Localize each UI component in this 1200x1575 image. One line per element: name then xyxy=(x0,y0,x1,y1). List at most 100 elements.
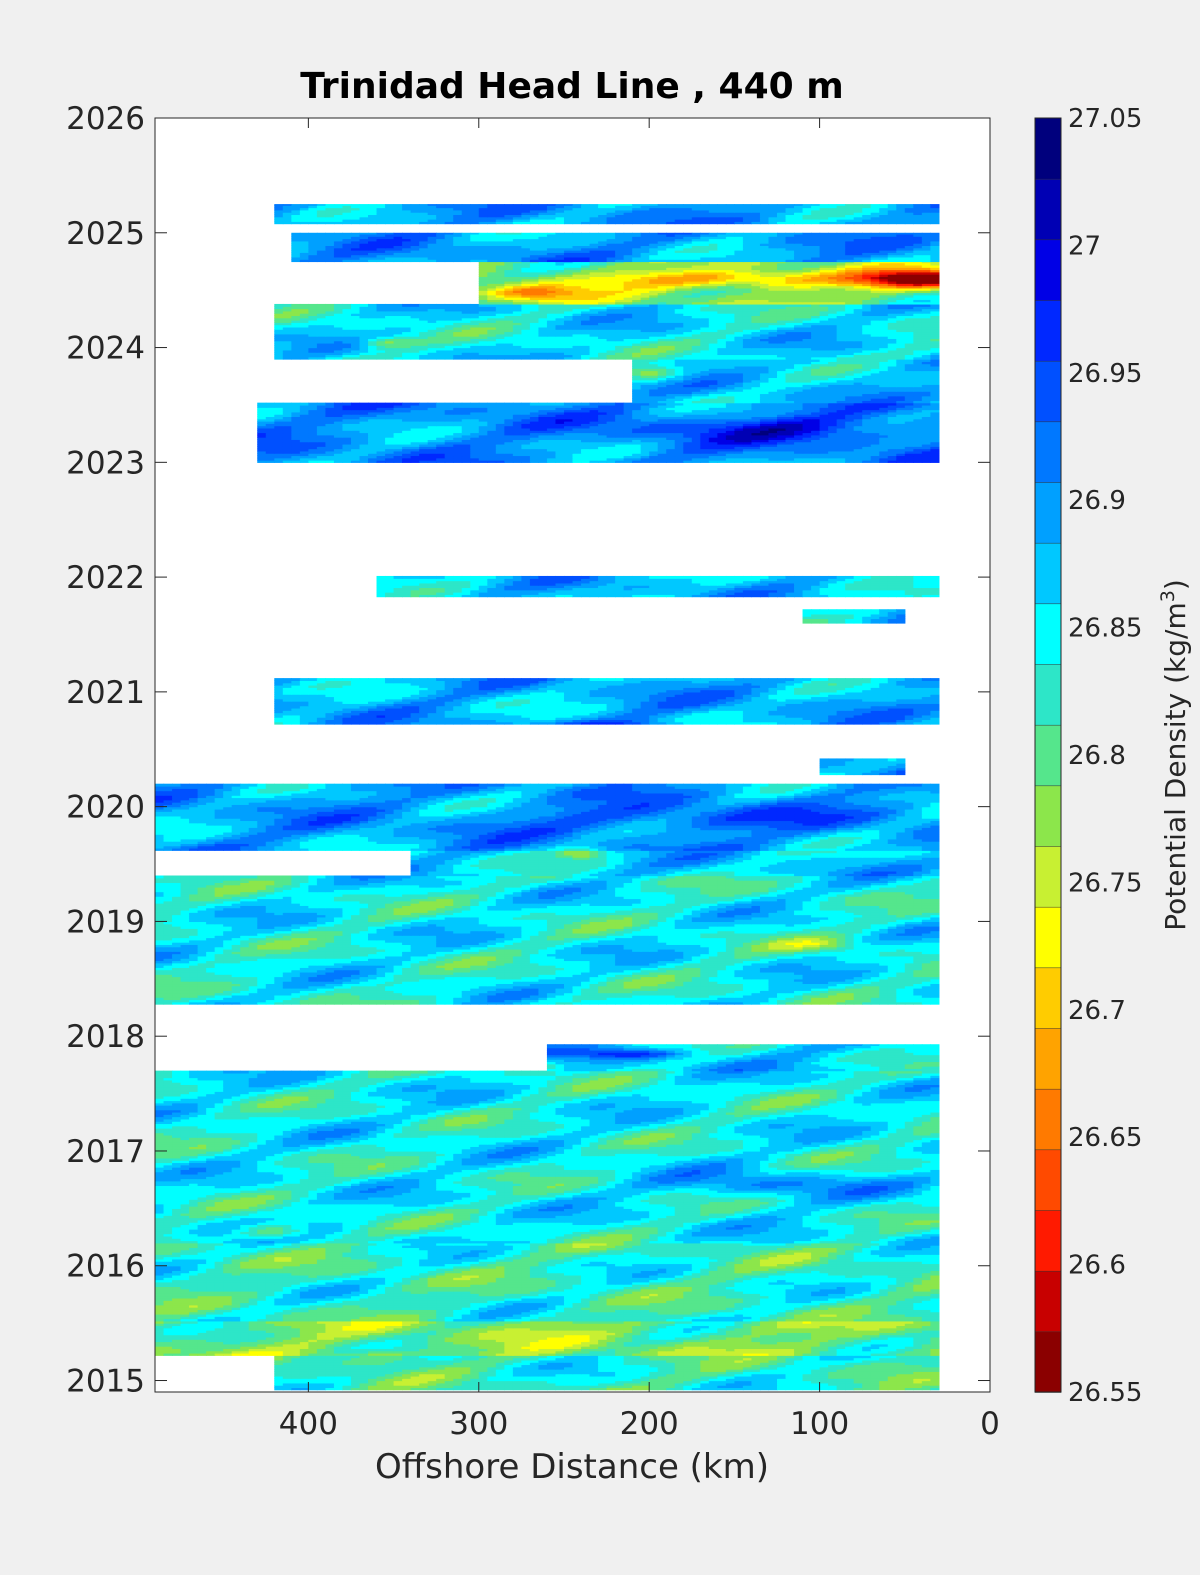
heatmap-cell xyxy=(666,1355,676,1359)
heatmap-cell xyxy=(794,1385,804,1389)
heatmap-cell xyxy=(240,1341,250,1345)
heatmap-cell xyxy=(896,1343,906,1347)
heatmap-cell xyxy=(802,1382,812,1386)
heatmap-cell xyxy=(512,1364,522,1368)
heatmap-cell xyxy=(828,1348,838,1352)
heatmap-cell xyxy=(308,1330,318,1333)
heatmap-cell xyxy=(632,1330,642,1333)
heatmap-cell xyxy=(563,1343,574,1347)
heatmap-cell xyxy=(342,1364,352,1368)
heatmap-cell xyxy=(419,1364,429,1368)
heatmap-cell xyxy=(896,1355,906,1359)
heatmap-cell xyxy=(163,1327,173,1331)
heatmap-cell xyxy=(555,1362,565,1366)
heatmap-cell xyxy=(896,1359,906,1363)
heatmap-cell xyxy=(291,1341,301,1345)
heatmap-cell xyxy=(299,1336,309,1340)
heatmap-cell xyxy=(657,1373,667,1377)
heatmap-cell xyxy=(555,1334,565,1338)
heatmap-cell xyxy=(512,1359,522,1363)
heatmap-cell xyxy=(598,1373,608,1377)
heatmap-cell xyxy=(325,1330,335,1333)
heatmap-cell xyxy=(623,1380,633,1384)
heatmap-cell xyxy=(700,1348,710,1352)
heatmap-cell xyxy=(776,1336,787,1340)
heatmap-cell xyxy=(845,1369,855,1372)
heatmap-cell xyxy=(640,1380,650,1384)
heatmap-cell xyxy=(495,1348,505,1352)
heatmap-cell xyxy=(385,1330,395,1333)
heatmap-cell xyxy=(913,1387,923,1391)
heatmap-cell xyxy=(921,1380,931,1384)
heatmap-cell xyxy=(640,1346,650,1349)
heatmap-cell xyxy=(862,1341,872,1345)
heatmap-cell xyxy=(436,1330,446,1333)
heatmap-cell xyxy=(768,1325,778,1329)
heatmap-cell xyxy=(700,1369,710,1372)
heatmap-cell xyxy=(606,1346,616,1349)
heatmap-cell xyxy=(444,1371,454,1375)
heatmap-cell xyxy=(904,1343,914,1347)
heatmap-cell xyxy=(811,1362,821,1366)
heatmap-cell xyxy=(845,1334,855,1338)
heatmap-cell xyxy=(180,1332,190,1336)
heatmap-cell xyxy=(240,1348,250,1352)
heatmap-cell xyxy=(333,1332,344,1336)
heatmap-cell xyxy=(632,1378,642,1382)
heatmap-cell xyxy=(691,1341,701,1345)
heatmap-cell xyxy=(666,1362,676,1366)
heatmap-cell xyxy=(180,1323,190,1327)
heatmap-cell xyxy=(470,1339,480,1343)
heatmap-cell xyxy=(282,1343,292,1347)
heatmap-cell xyxy=(402,1387,412,1391)
heatmap-cell xyxy=(427,1346,437,1349)
heatmap-cell xyxy=(231,1343,241,1347)
heatmap-cell xyxy=(163,1332,173,1336)
heatmap-cell xyxy=(879,1327,889,1331)
heatmap-cell xyxy=(410,1346,420,1349)
heatmap-cell xyxy=(555,1330,565,1333)
heatmap-cell xyxy=(393,1362,403,1366)
heatmap-cell xyxy=(896,1339,906,1343)
heatmap-cell xyxy=(368,1330,378,1333)
heatmap-cell xyxy=(453,1330,463,1333)
heatmap-cell xyxy=(742,1327,753,1331)
heatmap-cell xyxy=(802,1387,812,1391)
heatmap-cell xyxy=(615,1334,625,1338)
heatmap-cell xyxy=(657,1382,667,1386)
heatmap-cell xyxy=(904,1373,914,1377)
heatmap-cell xyxy=(282,1362,292,1366)
heatmap-cell xyxy=(444,1364,454,1368)
heatmap-cell xyxy=(887,1380,897,1384)
heatmap-cell xyxy=(512,1348,522,1352)
heatmap-cell xyxy=(538,1375,548,1379)
heatmap-cell xyxy=(768,1355,778,1359)
heatmap-cell xyxy=(870,1364,880,1368)
heatmap-cell xyxy=(657,1341,667,1345)
heatmap-cell xyxy=(512,1350,522,1354)
heatmap-cell xyxy=(776,1327,787,1331)
heatmap-cell xyxy=(615,1325,625,1329)
heatmap-cell xyxy=(836,1332,846,1336)
heatmap-cell xyxy=(563,1348,574,1352)
heatmap-cell xyxy=(606,1350,616,1354)
heatmap-cell xyxy=(896,1334,906,1338)
heatmap-cell xyxy=(794,1336,804,1340)
heatmap-cell xyxy=(623,1348,633,1352)
heatmap-cell xyxy=(461,1364,471,1368)
heatmap-cell xyxy=(887,1364,897,1368)
heatmap-cell xyxy=(333,1343,344,1347)
heatmap-cell xyxy=(930,1339,940,1343)
heatmap-cell xyxy=(350,1330,361,1333)
heatmap-cell xyxy=(180,1346,190,1349)
heatmap-cell xyxy=(265,1352,275,1356)
heatmap-cell xyxy=(853,1330,863,1333)
heatmap-cell xyxy=(350,1371,361,1375)
heatmap-cell xyxy=(206,1330,216,1333)
heatmap-cell xyxy=(870,1366,880,1370)
heatmap-cell xyxy=(776,1339,787,1343)
heatmap-cell xyxy=(811,1327,821,1331)
heatmap-cell xyxy=(316,1359,327,1363)
heatmap-cell xyxy=(512,1327,522,1331)
heatmap-cell xyxy=(248,1346,258,1349)
